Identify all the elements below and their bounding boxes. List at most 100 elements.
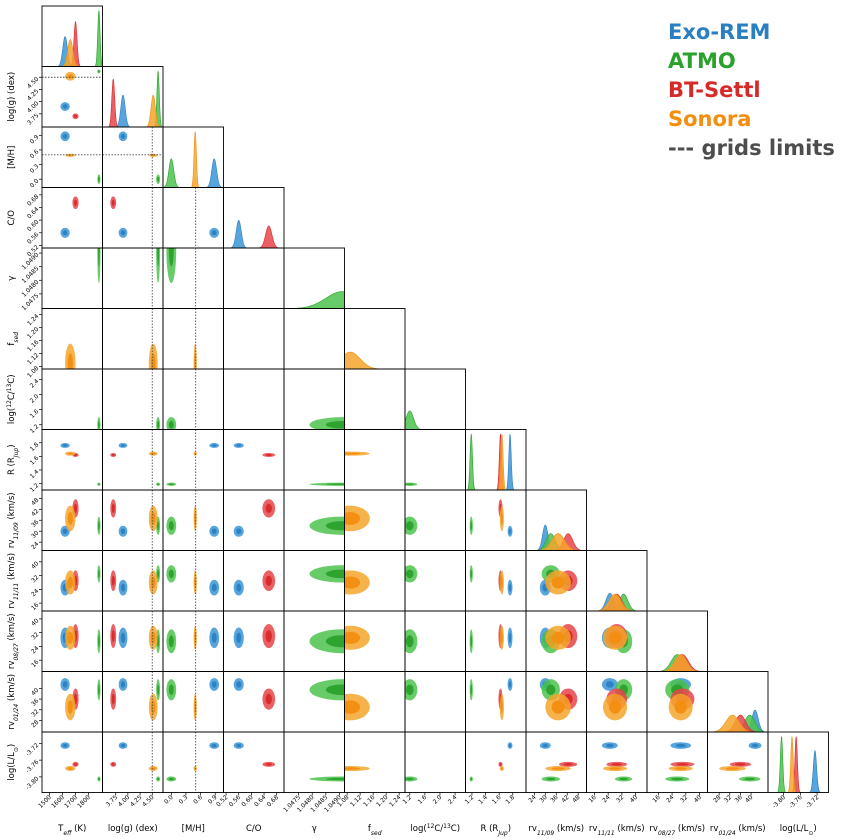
contour-inner-exo (211, 743, 217, 748)
contour-inner-atmo (98, 70, 100, 73)
label-main: log( (7, 408, 17, 424)
label-post: ) (813, 824, 816, 834)
y-axis-label-co: C/O (7, 210, 17, 226)
panel-frame-3-3 (223, 187, 285, 249)
panel-frame-5-2 (162, 308, 224, 370)
hist-rad (466, 433, 516, 490)
contour-inner-son (344, 452, 361, 455)
hist-co (228, 219, 282, 248)
contour-inner-son (725, 767, 740, 770)
x-tick-label: 0.52 (215, 794, 230, 809)
label-sub: 11/11 (597, 830, 614, 837)
y-tick-label: -3.72 (24, 742, 40, 758)
hist-logg (107, 70, 163, 127)
label-main: rv (7, 661, 17, 670)
contour-inner-bt (73, 503, 78, 513)
panel-frame-12-7 (465, 731, 527, 793)
contour-inner-atmo (406, 521, 414, 531)
contour-inner-exo (675, 743, 686, 748)
label-post: (km/s) (736, 824, 766, 834)
y-axis-label-rv1109: rv11/09 (km/s) (7, 492, 20, 548)
panel-rv1109-vs-logg (110, 490, 161, 551)
panel-rv0827-vs-rad (469, 624, 513, 654)
panel-lum-vs-rv1111 (601, 742, 633, 782)
contour-inner-exo (62, 133, 68, 139)
label-post: (km/s) (615, 824, 645, 834)
contour-inner-atmo (470, 521, 473, 531)
label-main: rv (710, 824, 719, 834)
label-main: [M/H] (7, 146, 17, 169)
contour-inner-atmo (98, 684, 100, 696)
hist-curve-son (190, 131, 201, 188)
label-post: (km/s) (7, 674, 17, 704)
y-tick-label: 36 (30, 697, 40, 707)
panel-frame-2-0 (41, 126, 103, 188)
panel-frame-12-0 (41, 731, 103, 793)
x-tick-label: 4.25 (129, 794, 144, 809)
panel-frame-2-1 (102, 126, 164, 188)
contour-inner-atmo (325, 420, 345, 429)
x-tick-label: 24 (665, 794, 675, 804)
contour-inner-son (344, 512, 361, 525)
x-tick-label: 32 (723, 794, 733, 804)
contour-inner-son (67, 631, 73, 644)
panel-rv0124-vs-gamma (309, 679, 345, 701)
y-tick-label: 0.0 (29, 178, 41, 190)
x-axis-label-mh: [M/H] (182, 824, 205, 834)
panel-rv1109-vs-c1213 (405, 516, 418, 535)
label-sup: 12 (427, 823, 435, 830)
y-tick-label: 1.20 (26, 326, 41, 341)
panel-frame-7-0 (41, 429, 103, 491)
contour-inner-son (344, 631, 361, 644)
panel-frame-7-4 (283, 429, 345, 491)
y-tick-label: 28 (30, 719, 40, 729)
panel-frame-10-7 (465, 610, 527, 672)
panel-frame-7-2 (162, 429, 224, 491)
contour-inner-bt (73, 199, 78, 206)
panel-frame-9-7 (465, 550, 527, 612)
contour-inner-exo (236, 681, 242, 688)
x-tick-label: 0.64 (253, 794, 268, 809)
panel-rv0827-vs-teff (60, 624, 101, 654)
label-sub: Jup (497, 830, 508, 837)
y-tick-label: 24 (30, 645, 40, 655)
panel-frame-12-3 (223, 731, 285, 793)
panel-rv1109-vs-mh (166, 490, 220, 551)
contour-inner-exo (236, 444, 242, 447)
panel-rv0124-vs-rv0827 (665, 678, 695, 721)
panel-frame-6-1 (102, 368, 164, 430)
contour-inner-atmo (168, 777, 174, 781)
y-axis-label-mh: [M/H] (7, 146, 17, 169)
hist-c1213 (405, 410, 426, 430)
contour-inner-bt (73, 763, 78, 766)
contour-inner-atmo (325, 684, 345, 696)
x-tick-label: 1.20 (375, 794, 390, 809)
label-main: C/O (246, 824, 262, 834)
panel-rv0827-vs-co (233, 624, 276, 649)
contour-inner-bt (111, 575, 115, 586)
label-sub: 01/24 (718, 830, 735, 837)
panel-frame-10-3 (223, 610, 285, 672)
contour-inner-son (344, 767, 361, 770)
hist-curve-bt (107, 78, 120, 127)
contour-inner-bt (676, 763, 689, 766)
contour-inner-bt (499, 763, 502, 766)
contour-inner-exo (211, 632, 217, 643)
contour-inner-atmo (98, 635, 100, 648)
panel-fsed-vs-teff (65, 343, 76, 369)
contour-inner-exo (62, 444, 68, 447)
hist-curve-son (656, 654, 706, 672)
contour-inner-son (344, 576, 361, 589)
hist-curve-exo (228, 219, 250, 248)
panel-rv0124-vs-rad (469, 678, 513, 721)
hist-curve-bt (255, 225, 282, 248)
hist-gamma (284, 291, 345, 309)
x-axis-label-lum: log(L/L⊙) (780, 824, 817, 837)
x-axis-label-logg: log(g) (dex) (108, 824, 158, 834)
panel-frame-5-3 (223, 308, 285, 370)
panel-rv0124-vs-rv1111 (601, 678, 633, 721)
panel-frame-4-1 (102, 247, 164, 309)
y-tick-label: 48 (30, 497, 40, 507)
x-tick-label: 1.12 (349, 794, 364, 809)
label-main: γ (312, 824, 317, 834)
